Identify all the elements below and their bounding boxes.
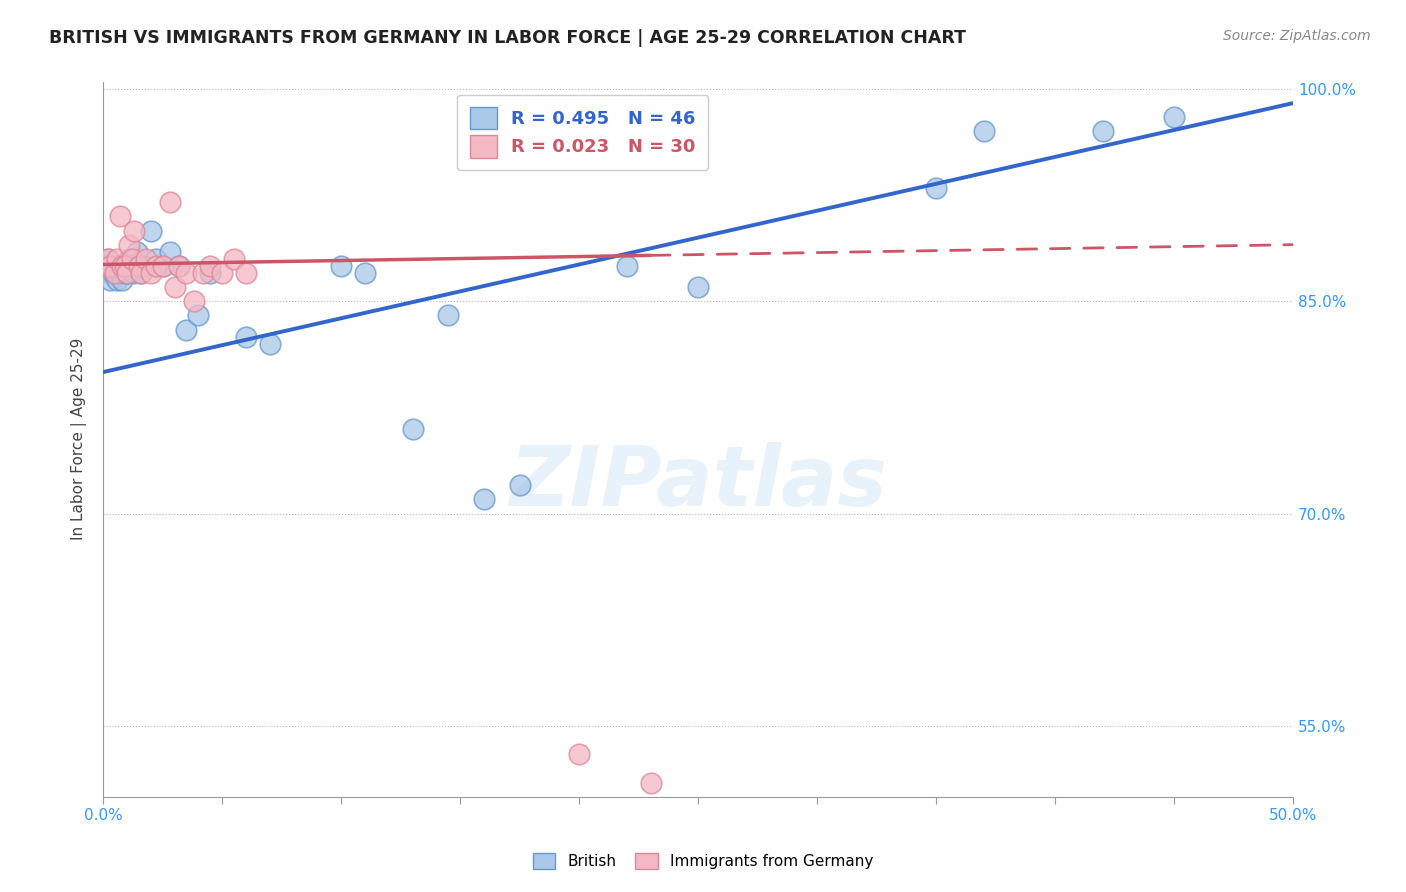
Point xyxy=(159,244,181,259)
Point xyxy=(107,259,129,273)
Point xyxy=(132,259,155,273)
Point xyxy=(128,259,150,273)
Point xyxy=(121,252,143,266)
Text: ZIPatlas: ZIPatlas xyxy=(509,442,887,523)
Text: BRITISH VS IMMIGRANTS FROM GERMANY IN LABOR FORCE | AGE 25-29 CORRELATION CHART: BRITISH VS IMMIGRANTS FROM GERMANY IN LA… xyxy=(49,29,966,46)
Point xyxy=(104,259,127,273)
Point xyxy=(114,259,136,273)
Point xyxy=(568,747,591,762)
Point xyxy=(183,294,205,309)
Point xyxy=(115,259,138,273)
Point xyxy=(98,266,121,280)
Point xyxy=(640,775,662,789)
Point xyxy=(191,266,214,280)
Point xyxy=(97,252,120,266)
Point xyxy=(235,329,257,343)
Point xyxy=(98,259,121,273)
Point xyxy=(104,266,127,280)
Point xyxy=(114,266,136,280)
Point xyxy=(129,266,152,280)
Point xyxy=(128,259,150,273)
Point xyxy=(176,323,198,337)
Point xyxy=(152,259,174,273)
Point xyxy=(235,266,257,280)
Point xyxy=(616,259,638,273)
Point xyxy=(107,252,129,266)
Point xyxy=(104,266,127,280)
Point xyxy=(121,259,143,273)
Point xyxy=(169,259,191,273)
Point xyxy=(101,259,124,273)
Point xyxy=(200,266,222,280)
Point xyxy=(118,237,141,252)
Point xyxy=(101,266,124,280)
Point xyxy=(401,422,423,436)
Point xyxy=(122,223,145,237)
Legend: British, Immigrants from Germany: British, Immigrants from Germany xyxy=(526,847,880,875)
Point xyxy=(472,492,495,507)
Point xyxy=(135,252,157,266)
Point xyxy=(94,259,117,273)
Point xyxy=(509,478,531,492)
Point xyxy=(163,280,186,294)
Point xyxy=(354,266,377,280)
Point xyxy=(330,259,353,273)
Point xyxy=(111,273,134,287)
Point xyxy=(107,273,129,287)
Point xyxy=(200,259,222,273)
Point xyxy=(437,309,460,323)
Point xyxy=(125,244,148,259)
Point xyxy=(159,195,181,210)
Point xyxy=(115,266,138,280)
Point xyxy=(925,181,948,195)
Point xyxy=(97,252,120,266)
Point xyxy=(187,309,209,323)
Point xyxy=(122,266,145,280)
Point xyxy=(94,259,117,273)
Point xyxy=(222,252,245,266)
Point xyxy=(1091,124,1114,138)
Point xyxy=(108,210,131,224)
Point xyxy=(259,336,281,351)
Y-axis label: In Labor Force | Age 25-29: In Labor Force | Age 25-29 xyxy=(72,338,87,541)
Point xyxy=(115,266,138,280)
Point xyxy=(973,124,995,138)
Point xyxy=(145,259,167,273)
Point xyxy=(176,266,198,280)
Point xyxy=(688,280,710,294)
Point xyxy=(108,259,131,273)
Point xyxy=(1163,110,1185,124)
Point xyxy=(118,252,141,266)
Legend: R = 0.495   N = 46, R = 0.023   N = 30: R = 0.495 N = 46, R = 0.023 N = 30 xyxy=(457,95,709,170)
Point xyxy=(152,259,174,273)
Point xyxy=(129,266,152,280)
Point xyxy=(111,259,134,273)
Point xyxy=(169,259,191,273)
Point xyxy=(139,223,162,237)
Point xyxy=(211,266,233,280)
Point xyxy=(111,259,134,273)
Point xyxy=(98,273,121,287)
Point xyxy=(108,266,131,280)
Text: Source: ZipAtlas.com: Source: ZipAtlas.com xyxy=(1223,29,1371,43)
Point xyxy=(145,252,167,266)
Point xyxy=(139,266,162,280)
